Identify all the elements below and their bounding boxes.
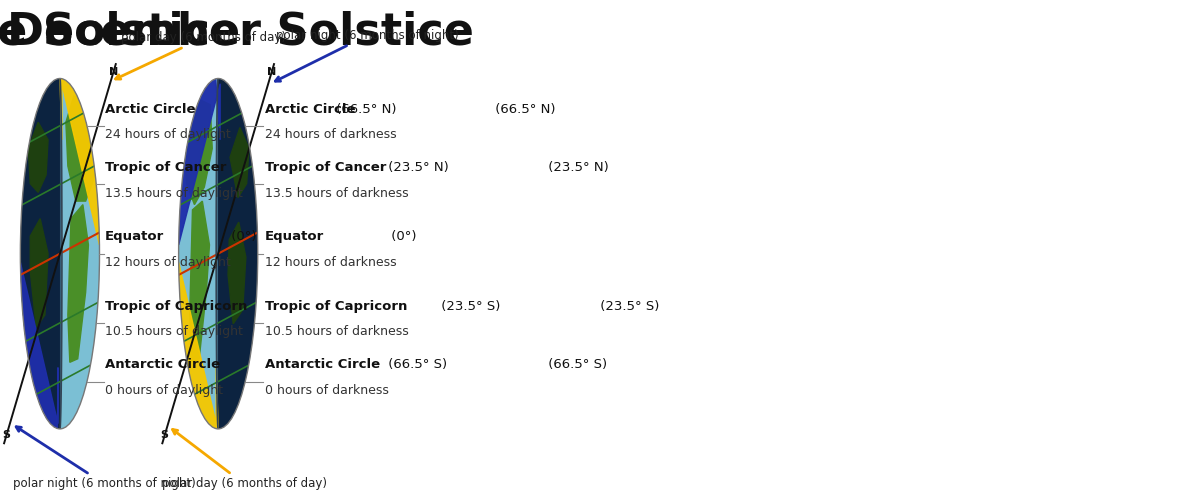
Text: S: S <box>2 430 11 440</box>
Text: (66.5° S): (66.5° S) <box>544 358 607 371</box>
Polygon shape <box>179 79 220 245</box>
Text: (23.5° S): (23.5° S) <box>437 299 500 313</box>
Text: 0 hours of daylight: 0 hours of daylight <box>106 384 223 397</box>
Text: June Solstice: June Solstice <box>0 11 240 54</box>
Ellipse shape <box>179 78 258 429</box>
Text: polar day (6 months of day): polar day (6 months of day) <box>115 31 287 79</box>
Polygon shape <box>182 96 212 205</box>
Text: Equator: Equator <box>265 230 324 244</box>
Polygon shape <box>20 263 58 429</box>
Text: 12 hours of daylight: 12 hours of daylight <box>106 256 230 269</box>
Ellipse shape <box>179 78 258 429</box>
Text: (23.5° S): (23.5° S) <box>596 299 659 313</box>
Text: 0 hours of darkness: 0 hours of darkness <box>265 384 389 397</box>
Text: polar night (6 months of night): polar night (6 months of night) <box>275 29 460 81</box>
Polygon shape <box>29 122 48 193</box>
Text: 24 hours of daylight: 24 hours of daylight <box>106 128 230 141</box>
Polygon shape <box>68 205 89 362</box>
Text: S: S <box>161 430 169 440</box>
Text: December Solstice: December Solstice <box>7 11 474 54</box>
Text: (66.5° N): (66.5° N) <box>491 102 556 116</box>
Text: (0°): (0°) <box>227 230 257 244</box>
Text: (23.5° N): (23.5° N) <box>544 161 608 174</box>
Polygon shape <box>218 78 258 429</box>
Polygon shape <box>179 263 218 429</box>
Text: polar night (6 months of night): polar night (6 months of night) <box>13 427 196 490</box>
Text: 13.5 hours of darkness: 13.5 hours of darkness <box>265 187 408 200</box>
Text: 10.5 hours of daylight: 10.5 hours of daylight <box>106 325 244 338</box>
Polygon shape <box>30 219 48 327</box>
Ellipse shape <box>20 78 100 429</box>
Text: 12 hours of darkness: 12 hours of darkness <box>265 256 396 269</box>
Ellipse shape <box>20 78 100 429</box>
Text: Tropic of Cancer: Tropic of Cancer <box>106 161 227 174</box>
Text: N: N <box>268 67 276 77</box>
Polygon shape <box>20 78 60 429</box>
Text: 13.5 hours of daylight: 13.5 hours of daylight <box>106 187 242 200</box>
Text: (23.5° N): (23.5° N) <box>384 161 449 174</box>
Polygon shape <box>66 96 97 201</box>
Text: Arctic Circle: Arctic Circle <box>265 102 355 116</box>
Text: Arctic Circle: Arctic Circle <box>106 102 196 116</box>
Text: N: N <box>109 67 118 77</box>
Polygon shape <box>230 127 250 197</box>
Polygon shape <box>228 222 246 324</box>
Text: Tropic of Capricorn: Tropic of Capricorn <box>265 299 407 313</box>
Polygon shape <box>190 201 210 362</box>
Text: Tropic of Capricorn: Tropic of Capricorn <box>106 299 247 313</box>
Text: 24 hours of darkness: 24 hours of darkness <box>265 128 396 141</box>
Text: 10.5 hours of darkness: 10.5 hours of darkness <box>265 325 408 338</box>
Text: Tropic of Cancer: Tropic of Cancer <box>265 161 386 174</box>
Text: Antarctic Circle: Antarctic Circle <box>106 358 221 371</box>
Text: (0°): (0°) <box>386 230 416 244</box>
Text: Equator: Equator <box>106 230 164 244</box>
Polygon shape <box>60 78 100 245</box>
Text: Antarctic Circle: Antarctic Circle <box>265 358 380 371</box>
Text: (66.5° S): (66.5° S) <box>384 358 448 371</box>
Text: (66.5° N): (66.5° N) <box>332 102 396 116</box>
Text: polar day (6 months of day): polar day (6 months of day) <box>162 429 326 490</box>
